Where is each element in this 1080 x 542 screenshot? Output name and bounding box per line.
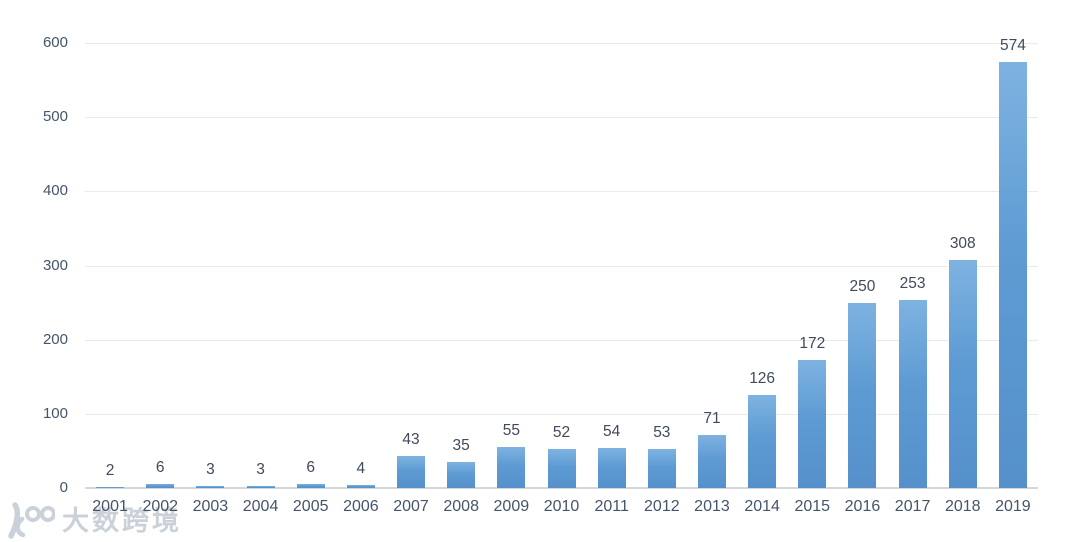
x-axis-tick-label: 2014 <box>744 498 780 515</box>
x-axis-tick-label: 2001 <box>92 498 128 515</box>
y-axis-tick-label: 100 <box>42 404 68 422</box>
x-axis-tick-label: 2018 <box>944 498 981 515</box>
bar-2004 <box>246 485 275 488</box>
bar-value-label: 54 <box>603 422 621 440</box>
x-axis-tick-label: 2006 <box>343 498 379 515</box>
bar-2008 <box>447 462 476 488</box>
bar-2015 <box>798 360 827 488</box>
x-axis-tick-label: 2009 <box>493 498 530 515</box>
y-axis-tick-label: 400 <box>42 182 68 200</box>
bar-2005 <box>296 483 325 488</box>
bar-value-label: 55 <box>502 422 520 440</box>
x-axis-tick-label: 2011 <box>594 498 629 515</box>
bar-value-label: 308 <box>949 234 976 252</box>
bar-value-label: 172 <box>799 335 826 353</box>
bar-value-label: 3 <box>206 460 215 478</box>
y-axis-tick-label: 300 <box>42 256 68 274</box>
bar-2013 <box>697 435 726 488</box>
bar-2014 <box>748 394 777 488</box>
bar-2009 <box>497 447 526 488</box>
watermark: 大数跨境 <box>5 501 182 541</box>
x-axis-tick-label: 2002 <box>142 498 179 515</box>
bar-value-label: 6 <box>155 458 165 476</box>
x-axis-tick-label: 2005 <box>292 498 329 515</box>
x-axis-tick-label: 2003 <box>192 498 229 515</box>
dashukuajing-logo-icon <box>8 502 55 539</box>
y-axis-tick-label: 500 <box>42 108 68 126</box>
gridline <box>85 43 1038 44</box>
bar-2011 <box>597 447 626 488</box>
bar-value-label: 53 <box>653 423 671 441</box>
bar-2017 <box>898 300 927 488</box>
x-axis-tick-label: 2016 <box>844 498 881 515</box>
bar-2007 <box>397 456 426 488</box>
bar-2019 <box>998 62 1027 488</box>
bar-value-label: 6 <box>306 458 316 476</box>
bar-2016 <box>848 302 877 488</box>
bar-value-label: 43 <box>402 431 420 449</box>
x-axis-tick-label: 2015 <box>794 498 831 515</box>
bar-value-label: 126 <box>749 369 776 387</box>
gridline <box>85 339 1038 341</box>
y-axis-tick-label: 0 <box>59 479 68 496</box>
bar-value-label: 52 <box>552 424 571 442</box>
gridline <box>85 265 1038 267</box>
bar-2001 <box>96 486 125 488</box>
x-axis-line <box>85 487 1038 489</box>
y-axis-tick-label: 600 <box>42 34 68 51</box>
bar-value-label: 71 <box>703 410 721 428</box>
gridline <box>85 191 1038 193</box>
plot-area <box>85 43 1038 489</box>
bar-value-label: 250 <box>849 277 876 295</box>
bar-value-label: 574 <box>999 37 1026 55</box>
bar-2003 <box>196 485 225 488</box>
gridline <box>85 117 1038 119</box>
x-axis-tick-label: 2007 <box>393 498 429 515</box>
x-axis-tick-label: 2019 <box>995 498 1031 515</box>
bar-value-label: 253 <box>899 275 926 293</box>
bar-2006 <box>346 485 375 488</box>
x-axis-tick-label: 2012 <box>644 498 680 515</box>
x-axis-tick-label: 2013 <box>694 498 730 515</box>
x-axis-tick-label: 2004 <box>242 498 279 515</box>
bar-value-label: 35 <box>452 437 470 455</box>
x-axis-tick-label: 2010 <box>543 498 580 515</box>
bar-value-label: 4 <box>356 460 366 478</box>
gridline <box>85 413 1038 415</box>
bar-2002 <box>146 483 175 488</box>
y-axis-tick-label: 200 <box>42 330 68 348</box>
bar-value-label: 3 <box>256 460 265 478</box>
bar-value-label: 2 <box>105 461 115 479</box>
x-axis-tick-label: 2017 <box>894 498 931 515</box>
bar-2010 <box>547 449 576 488</box>
x-axis-tick-label: 2008 <box>443 498 479 515</box>
watermark-text: 大数跨境 <box>62 506 182 536</box>
bar-2018 <box>948 259 977 488</box>
bar-2012 <box>647 448 676 488</box>
